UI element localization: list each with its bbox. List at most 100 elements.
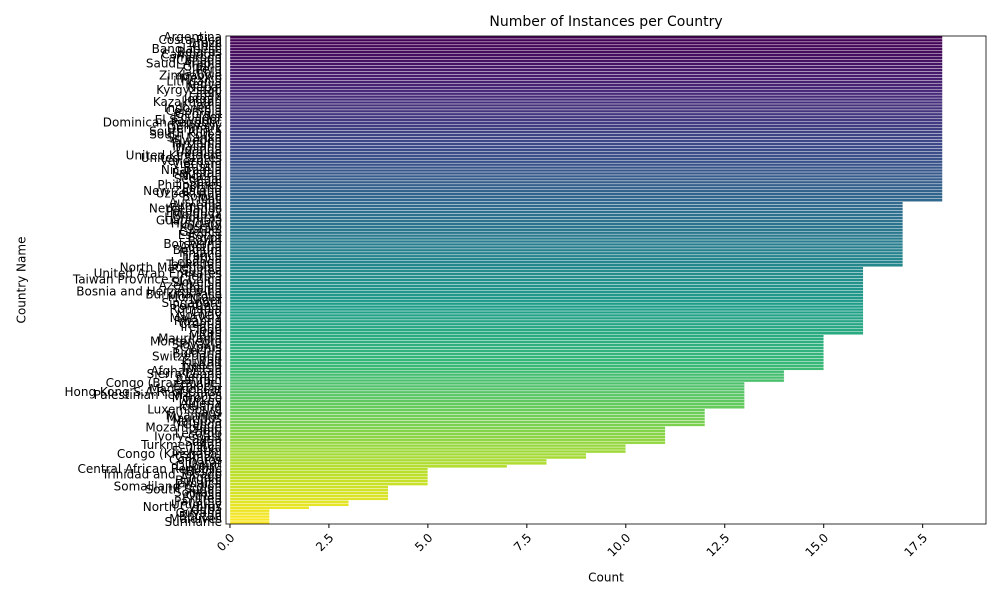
- y-tick-label: Switzerland: [152, 349, 222, 363]
- bar: [229, 340, 824, 344]
- y-tick-label: Laos: [194, 406, 222, 420]
- bar: [229, 517, 270, 522]
- y-tick-label: Panama: [174, 494, 222, 508]
- y-tick-label: South Africa: [149, 125, 222, 139]
- y-tick-label: Germany: [167, 119, 222, 133]
- bar: [229, 50, 943, 54]
- y-tick-label: Zambia: [176, 65, 222, 79]
- bar: [229, 236, 904, 241]
- y-tick-label: Ireland: [180, 320, 222, 334]
- bar: [229, 331, 864, 335]
- bar: [229, 100, 943, 105]
- bar: [229, 408, 706, 412]
- y-tick-label: Congo (Brazzaville): [106, 376, 222, 390]
- y-tick-label: Taiwan Province of China: [72, 273, 222, 287]
- y-tick-label: Czechia: [175, 343, 222, 357]
- x-tick-label: 2.5: [313, 531, 336, 554]
- bar: [229, 94, 943, 99]
- bar: [229, 479, 429, 483]
- bar: [229, 511, 270, 516]
- y-tick-label: South Sudan: [146, 482, 223, 496]
- y-tick-label: India: [193, 98, 222, 112]
- y-tick-label: Libya: [190, 441, 222, 455]
- y-tick-label: Kosovo: [179, 219, 222, 233]
- bar: [229, 485, 389, 489]
- bar: [229, 89, 943, 93]
- bar: [229, 77, 943, 81]
- x-tick-label: 17.5: [901, 531, 930, 560]
- bar: [229, 281, 864, 285]
- bar: [229, 171, 943, 176]
- bar: [229, 248, 904, 253]
- bar: [229, 506, 310, 510]
- y-tick-label: Georgia: [175, 107, 222, 121]
- bar: [229, 91, 943, 96]
- bar: [229, 503, 349, 507]
- bar: [229, 476, 429, 480]
- bar: [229, 328, 864, 332]
- bar: [229, 372, 785, 377]
- y-tick-label: Bulgaria: [172, 346, 222, 360]
- bar: [229, 343, 824, 347]
- bar: [229, 396, 745, 400]
- y-tick-label: Ivory Coast: [154, 429, 222, 443]
- y-tick-label: Nepal: [187, 80, 222, 94]
- y-tick-label: Lithuania: [166, 74, 222, 88]
- bar: [229, 59, 943, 63]
- y-tick-label: Argentina: [163, 30, 222, 44]
- y-tick-label: Chad: [191, 305, 222, 319]
- bar: [229, 429, 666, 433]
- y-tick-label: Liberia: [181, 358, 222, 372]
- bar: [229, 62, 943, 66]
- y-tick-label: Lebanon: [171, 255, 222, 269]
- bar: [229, 310, 864, 315]
- y-tick-label: Comoros: [169, 453, 222, 467]
- y-tick-label: Niger: [190, 293, 222, 307]
- bar: [229, 115, 943, 120]
- y-tick-label: El Salvador: [155, 113, 222, 127]
- y-tick-label: Gambia: [175, 450, 222, 464]
- y-tick-label: Benin: [188, 234, 222, 248]
- bar: [229, 47, 943, 51]
- bar: [229, 325, 864, 330]
- y-tick-label: Russia: [183, 160, 222, 174]
- y-tick-label: Zimbabwe: [159, 68, 222, 82]
- bar: [229, 83, 943, 87]
- y-tick-label: Turkmenistan: [140, 438, 222, 452]
- y-tick-label: Philippines: [157, 178, 222, 192]
- y-tick-label: Senegal: [174, 172, 222, 186]
- bar: [229, 405, 745, 409]
- bar: [229, 162, 943, 167]
- bar: [229, 86, 943, 90]
- y-tick-label: Sudan: [184, 435, 222, 449]
- bar: [229, 307, 864, 312]
- y-tick-label: Nigeria: [179, 169, 222, 183]
- y-tick-label: United Arab Emirates: [94, 267, 222, 281]
- y-tick-label: Peru: [195, 63, 222, 77]
- bar: [229, 180, 943, 185]
- bar: [229, 467, 429, 471]
- plot-frame: [225, 35, 987, 525]
- bar: [229, 435, 666, 439]
- bar: [229, 124, 943, 128]
- y-tick-label: Saudi Arabia: [146, 57, 222, 71]
- y-tick-label: Tanzania: [169, 136, 222, 150]
- y-tick-label: New Zealand: [143, 184, 222, 198]
- y-tick-label: Bosnia and Herzegovina: [76, 284, 222, 298]
- y-tick-label: Suriname: [164, 515, 222, 529]
- bar: [229, 139, 943, 143]
- bar: [229, 361, 824, 365]
- bar: [229, 364, 824, 368]
- y-tick-label: Serbia: [184, 270, 222, 284]
- bar: [229, 213, 904, 217]
- y-tick-label: North Macedonia: [120, 261, 222, 275]
- y-tick-label: Madagascar: [149, 382, 222, 396]
- bar: [229, 438, 666, 442]
- y-tick-label: Romania: [170, 302, 222, 316]
- y-tick-label: Bangladesh: [152, 42, 222, 56]
- y-tick-label: Mali: [198, 193, 222, 207]
- bar: [229, 204, 904, 208]
- y-tick-label: Angola: [181, 471, 222, 485]
- y-tick-label: Cuba: [191, 503, 222, 517]
- x-tick-label: 10.0: [605, 531, 634, 560]
